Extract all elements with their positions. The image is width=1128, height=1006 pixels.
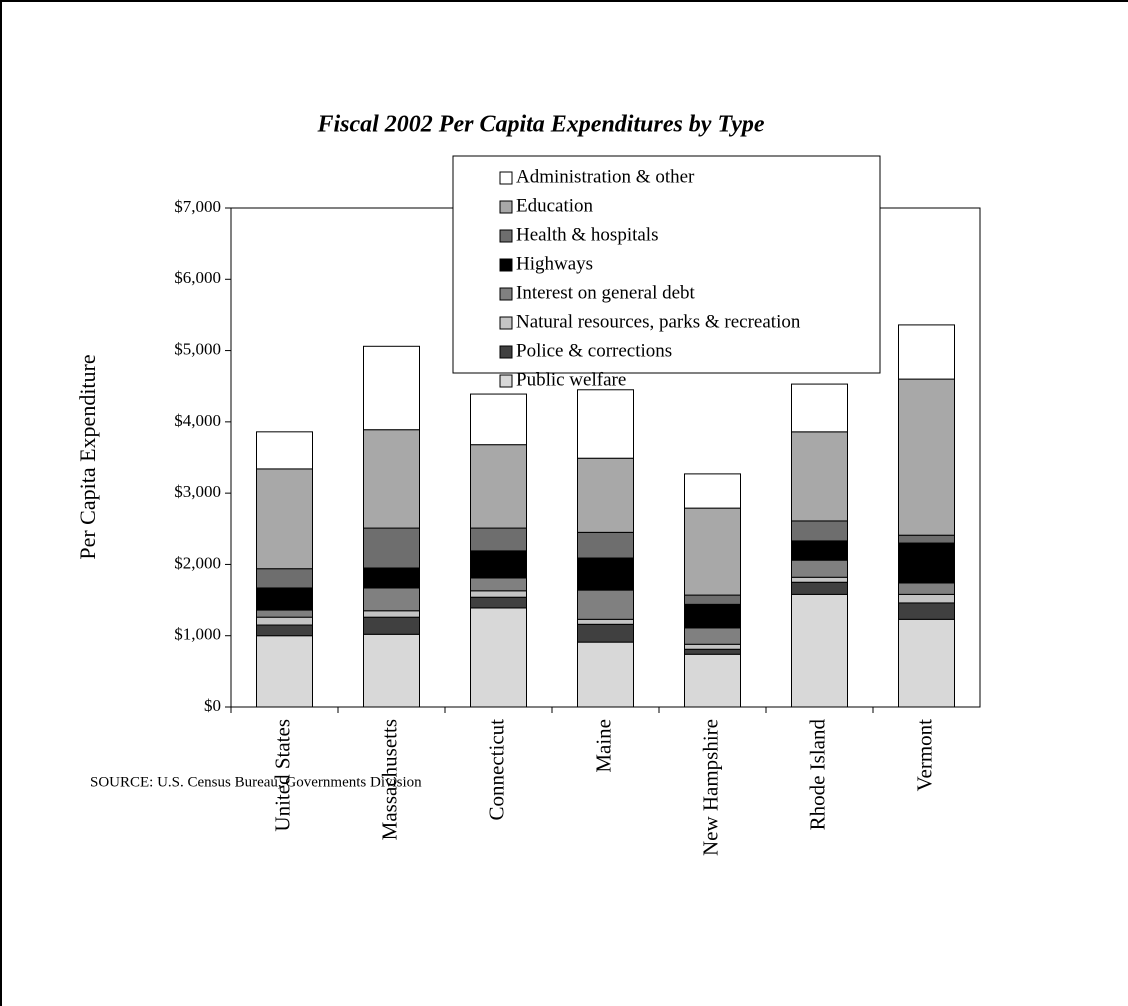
bar-segment [577, 623, 634, 643]
bar-segment [470, 590, 527, 598]
chart-title: Fiscal 2002 Per Capita Expenditures by T… [316, 112, 764, 138]
bar-segment [684, 643, 741, 650]
bar-segment [898, 618, 955, 708]
bar-segment [470, 527, 527, 552]
bar-segment [363, 429, 420, 529]
legend-swatch [499, 200, 513, 214]
bar-segment [363, 633, 420, 708]
y-tick-label: $6,000 [174, 268, 221, 287]
y-tick-label: $3,000 [174, 482, 221, 501]
bar-segment [898, 534, 955, 544]
y-axis-label: Per Capita Expenditure [75, 354, 100, 559]
bar-segment [898, 602, 955, 620]
legend-label: Health & hospitals [516, 224, 658, 245]
bar-segment [256, 568, 313, 589]
bar-segment [470, 393, 527, 446]
x-tick-label: New Hampshire [698, 719, 722, 856]
bar-segment [470, 550, 527, 579]
bar-segment [577, 589, 634, 620]
bar-segment [256, 468, 313, 570]
y-tick-label: $4,000 [174, 411, 221, 430]
x-tick-label: Maine [591, 719, 615, 773]
legend-label: Highways [516, 253, 593, 274]
bar-segment [363, 527, 420, 569]
bar-segment [791, 383, 848, 433]
bar-segment [577, 618, 634, 625]
bar-segment [898, 593, 955, 604]
legend-swatch [499, 287, 513, 301]
bar-segment [791, 593, 848, 708]
bar-segment [791, 431, 848, 522]
bar-segment [470, 607, 527, 708]
bar-segment [577, 641, 634, 708]
legend-swatch [499, 171, 513, 185]
bar-segment [256, 587, 313, 611]
x-tick-label: Vermont [912, 719, 936, 791]
y-tick-label: $7,000 [174, 197, 221, 216]
legend-swatch [499, 374, 513, 388]
legend-label: Interest on general debt [516, 282, 696, 303]
bar-segment [470, 444, 527, 529]
legend-swatch [499, 258, 513, 272]
bar-segment [684, 473, 741, 509]
bar-segment [898, 582, 955, 595]
y-tick-label: $1,000 [174, 625, 221, 644]
legend-label: Education [516, 195, 594, 216]
bar-segment [791, 559, 848, 578]
bar-segment [363, 616, 420, 635]
legend-label: Police & corrections [516, 340, 672, 361]
bar-segment [684, 507, 741, 596]
bar-segment [363, 567, 420, 589]
y-tick-label: $0 [204, 696, 221, 715]
bar-segment [684, 648, 741, 655]
x-tick-label: Rhode Island [805, 719, 829, 831]
legend-box [452, 155, 881, 374]
bar-segment [256, 624, 313, 637]
bar-segment [577, 457, 634, 533]
bar-segment [898, 378, 955, 536]
bar-segment [470, 596, 527, 609]
legend-label: Public welfare [516, 369, 626, 390]
bar-segment [256, 616, 313, 626]
bar-segment [791, 540, 848, 561]
y-tick-label: $2,000 [174, 553, 221, 572]
legend-label: Natural resources, parks & recreation [516, 311, 801, 332]
legend-swatch [499, 345, 513, 359]
bar-segment [256, 609, 313, 618]
bar-segment [470, 577, 527, 592]
bar-segment [256, 635, 313, 708]
bar-segment [256, 431, 313, 470]
bar-segment [791, 581, 848, 595]
bar-segment [898, 542, 955, 584]
bar-segment [577, 557, 634, 591]
legend-label: Administration & other [516, 166, 695, 187]
bar-segment [363, 610, 420, 618]
bar-segment [577, 531, 634, 559]
bar-segment [363, 345, 420, 431]
x-tick-label: Massachusetts [377, 719, 401, 840]
legend-swatch [499, 229, 513, 243]
bar-segment [684, 603, 741, 629]
bar-segment [577, 389, 634, 459]
bar-segment [684, 627, 741, 645]
bar-segment [363, 587, 420, 612]
x-tick-label: United States [270, 719, 294, 832]
bar-segment [791, 520, 848, 542]
source-note: SOURCE: U.S. Census Bureau, Governments … [90, 774, 422, 790]
x-tick-label: Connecticut [484, 719, 508, 821]
y-tick-label: $5,000 [174, 339, 221, 358]
bar-segment [791, 576, 848, 583]
bar-segment [684, 653, 741, 708]
bar-segment [684, 594, 741, 605]
bar-segment [898, 324, 955, 380]
legend-swatch [499, 316, 513, 330]
